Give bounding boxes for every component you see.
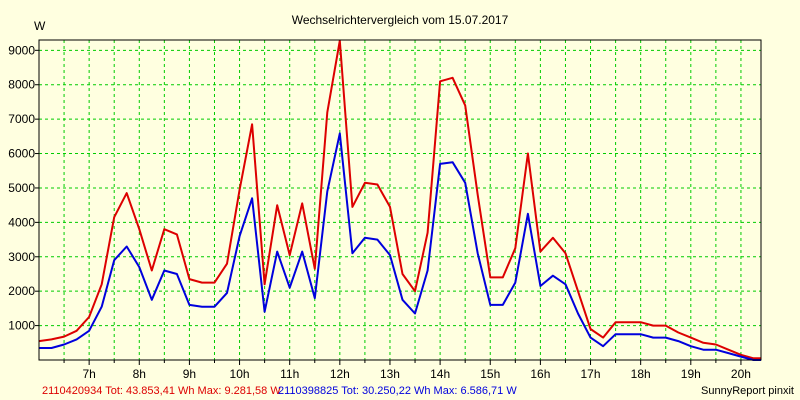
plot-frame: [38, 39, 762, 361]
legend-series-1: 2110420934 Tot: 43.853,41 Wh Max: 9.281,…: [42, 385, 281, 397]
x-tick-label: 18h: [631, 367, 651, 381]
series-layer: [38, 39, 761, 361]
x-tick-label: 12h: [330, 367, 350, 381]
tick-layer: 1000 2000 3000 4000 5000 6000 7000 8000 9000 7h 8h…: [8, 43, 751, 381]
x-tick-label: 8h: [133, 367, 146, 381]
x-tick-label: 13h: [380, 367, 400, 381]
series-line-2: [39, 132, 761, 361]
x-tick-label: 10h: [230, 367, 250, 381]
x-tick-label: 9h: [183, 367, 196, 381]
x-tick-label: 14h: [430, 367, 450, 381]
x-tick-label: 20h: [731, 367, 751, 381]
credit-text: SunnyReport pinxit: [701, 385, 794, 397]
y-axis-label: W: [34, 19, 46, 33]
y-tick-label: 4000: [8, 215, 35, 229]
y-tick-label: 8000: [8, 78, 35, 92]
grid-layer: [39, 40, 761, 360]
x-tick-label: 17h: [581, 367, 601, 381]
x-tick-label: 19h: [681, 367, 701, 381]
legend-series-2: 2110398825 Tot: 30.250,22 Wh Max: 6.586,…: [278, 385, 517, 397]
series-line-1: [38, 39, 761, 360]
y-tick-label: 7000: [8, 112, 35, 126]
x-tick-label: 15h: [480, 367, 500, 381]
y-tick-label: 3000: [8, 250, 35, 264]
y-tick-label: 9000: [8, 43, 35, 57]
y-tick-label: 5000: [8, 181, 35, 195]
x-tick-label: 16h: [530, 367, 550, 381]
x-tick-label: 7h: [82, 367, 95, 381]
chart-title: Wechselrichtervergleich vom 15.07.2017: [292, 13, 509, 27]
x-tick-label: 11h: [280, 367, 299, 381]
y-tick-label: 2000: [8, 284, 35, 298]
y-tick-label: 1000: [8, 319, 35, 333]
y-tick-label: 6000: [8, 147, 35, 161]
